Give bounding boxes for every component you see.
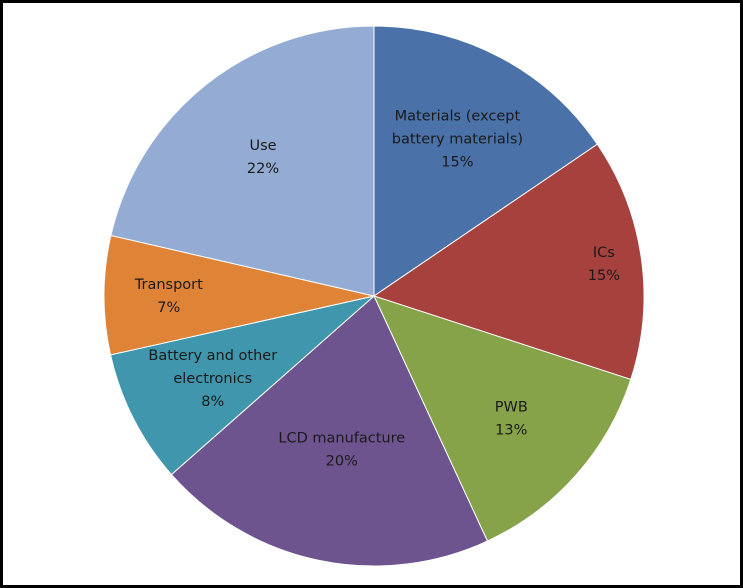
slice-name: PWB — [495, 399, 528, 415]
pie-labels: Materials (except battery materials) 15%IC… — [134, 109, 620, 470]
slice-label: Battery and other electronics 8% — [148, 348, 277, 410]
slice-label: Transport 7% — [134, 277, 203, 316]
slice-label: LCD manufacture 20% — [278, 431, 405, 470]
slice-percent: 15% — [441, 155, 473, 171]
slice-label: ICs 15% — [588, 245, 620, 284]
slice-name: electronics — [173, 371, 252, 387]
slice-percent: 22% — [247, 161, 279, 177]
slice-name: Transport — [134, 277, 203, 293]
pie-slice — [373, 295, 632, 542]
slice-name: Battery and other — [148, 348, 277, 364]
pie-slice — [103, 234, 375, 356]
slice-percent: 13% — [495, 422, 527, 438]
slice-name: battery materials) — [392, 132, 523, 148]
slice-percent: 15% — [588, 268, 620, 284]
slice-percent: 8% — [201, 394, 224, 410]
slice-label: PWB 13% — [495, 399, 528, 438]
slice-label: Materials (except battery materials) 15% — [392, 109, 523, 171]
pie-slices — [103, 25, 645, 567]
pie-slice — [170, 295, 489, 567]
slice-percent: 20% — [326, 454, 358, 470]
slice-name: Materials (except — [395, 109, 521, 125]
slice-name: LCD manufacture — [278, 431, 405, 447]
pie-slice — [372, 143, 645, 381]
slice-name: ICs — [593, 245, 615, 261]
slice-name: Use — [249, 138, 276, 154]
slice-percent: 7% — [157, 300, 180, 316]
pie-slice — [373, 25, 599, 297]
slice-label: Use 22% — [247, 138, 279, 177]
pie-slice — [110, 25, 375, 297]
